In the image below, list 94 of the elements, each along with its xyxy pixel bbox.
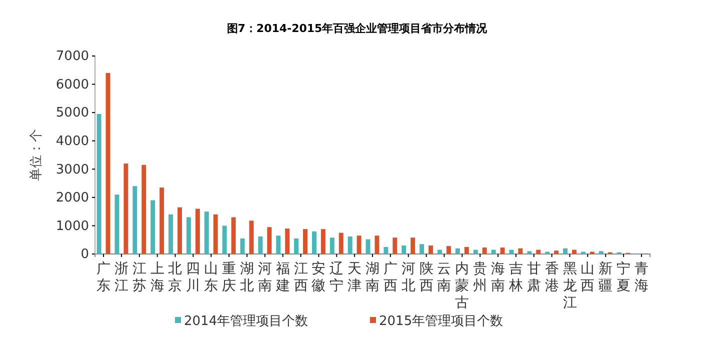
bar [420,244,424,254]
bar [464,246,469,254]
x-tick-label: 福建 [274,261,290,294]
bar [168,214,174,254]
bar [572,250,576,254]
x-tick-label: 青海 [634,261,648,294]
bar [598,251,604,254]
bar [276,236,281,254]
bar [330,238,334,254]
legend-label: 2014年管理项目个数 [184,314,308,329]
bar [410,238,416,254]
bar [438,250,442,254]
bar [213,214,218,254]
x-tick-label: 浙江 [114,261,128,294]
bar [518,248,523,254]
bar [384,246,388,254]
x-tick-label: 吉林 [508,261,523,294]
bar [446,246,451,254]
bar [177,207,182,254]
bar [124,163,128,254]
bar [294,238,299,254]
x-tick-label: 湖北 [240,261,254,294]
x-tick-label: 新疆 [598,261,613,294]
bar [204,212,209,254]
bar [356,236,362,254]
y-tick-label: 2000 [56,190,89,206]
x-tick-label: 湖南 [366,261,380,294]
x-tick-label: 重庆 [222,261,236,294]
bar [491,250,496,254]
y-axis-title: 单位：个 [29,129,44,181]
x-tick-label: 宁夏 [616,261,631,294]
bar [338,232,344,254]
x-tick-label: 山西 [580,261,595,294]
bar [455,248,460,254]
bar [374,236,380,254]
x-tick-label: 贵州 [473,261,488,294]
bar [402,246,406,254]
bar [428,246,434,254]
bar [392,238,398,254]
bar [563,248,568,254]
bar [186,217,191,254]
bar [267,227,272,254]
x-tick-label: 广东 [96,261,111,294]
bar [473,250,478,254]
x-tick-label: 江西 [294,261,308,294]
bar [303,229,308,254]
y-tick-label: 1000 [56,218,89,234]
x-tick-label: 陕西 [419,261,434,294]
bar [536,250,541,254]
bar [222,226,227,254]
bar [527,251,532,254]
y-tick-label: 5000 [56,106,89,121]
x-tick-label: 山东 [204,261,218,294]
x-tick-label: 香港 [544,261,559,294]
legend-label: 2015年管理项目个数 [379,314,504,329]
bar [114,194,120,254]
y-tick-label: 3000 [56,162,89,178]
bar [509,250,514,254]
x-tick-label: 四川 [186,261,200,294]
bar [195,208,200,254]
bar [160,188,164,254]
x-tick-label: 安徽 [312,261,326,294]
bar [320,229,326,254]
bar [132,186,138,254]
bar [231,217,236,254]
bar [142,164,146,254]
bar [482,247,487,254]
y-tick-label: 7000 [56,49,89,64]
x-tick-label: 上海 [150,261,164,294]
bar [312,231,316,254]
bar [249,220,254,254]
y-tick-label: 4000 [56,134,89,150]
x-tick-label: 河北 [401,261,416,294]
x-tick-label: 河南 [258,261,272,294]
x-tick-label: 黑龙江 [562,261,577,311]
y-tick-label: 0 [80,247,89,262]
x-tick-label: 辽宁 [330,261,344,294]
bar [366,239,370,254]
bar [554,250,559,254]
bar [258,236,263,254]
x-tick-label: 广西 [383,261,398,294]
y-tick-label: 6000 [56,77,89,92]
x-tick-label: 内蒙古 [455,261,470,311]
bar [96,114,102,254]
x-tick-label: 江苏 [132,261,146,294]
x-tick-label: 海南 [491,261,506,294]
bar [150,200,156,254]
bar [285,228,290,254]
x-tick-label: 天津 [348,261,362,294]
bar [348,236,352,254]
x-tick-label: 云南 [437,261,452,294]
x-tick-label: 北京 [168,261,182,294]
chart-title: 图7：2014-2015年百强企业管理项目省市分布情况 [226,22,488,35]
x-tick-label: 甘肃 [526,261,541,294]
